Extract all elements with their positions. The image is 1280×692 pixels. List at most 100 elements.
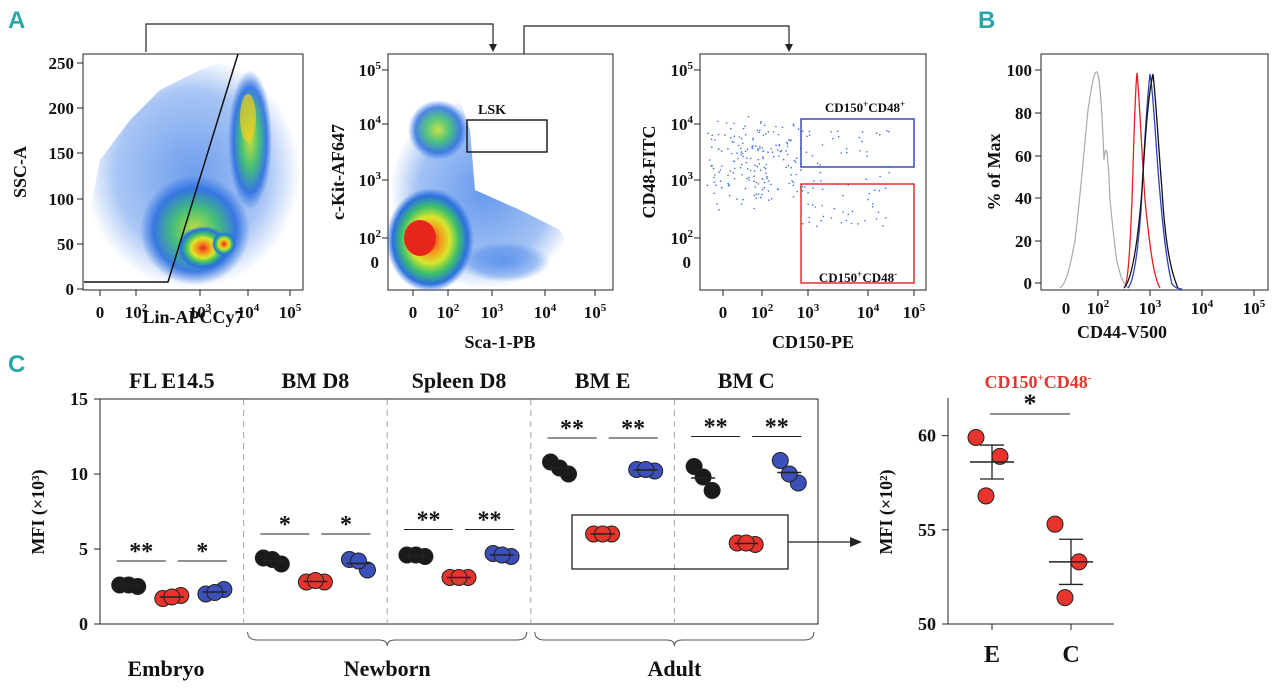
p3-event (707, 132, 709, 135)
p3-event (770, 148, 772, 150)
p3-event (741, 174, 743, 176)
sig-label: * (340, 512, 352, 538)
p3-event (888, 130, 890, 133)
p3-event (877, 211, 880, 214)
p2-ytick-4: 104 (359, 114, 382, 134)
p3-event (786, 145, 789, 148)
group-title: FL E14.5 (129, 368, 215, 393)
p3-ytick-5: 105 (671, 60, 694, 80)
p3-event (763, 166, 766, 169)
p3-event (791, 180, 793, 182)
p3-event (864, 220, 866, 222)
sig-label: ** (560, 416, 584, 442)
p3-event (822, 215, 825, 218)
hist-xtick-3: 103 (1139, 298, 1162, 318)
p3-event (808, 134, 811, 137)
gate-blue-label-mid: CD48 (868, 100, 900, 115)
p3-ytick-2: 102 (671, 228, 694, 248)
p3-event (778, 155, 780, 157)
p3-event (868, 192, 871, 195)
p3-event (753, 207, 756, 210)
inset-dot-plot: 60 55 50 MFI (×10²) CD150+CD48- E C * (876, 372, 1114, 668)
p2-ytick-2: 102 (359, 228, 382, 248)
histogram-b: 100 80 60 40 20 0 0 102 103 104 105 CD44-V500 % o… (984, 53, 1269, 342)
p3-event (714, 174, 716, 176)
p3-event (757, 183, 760, 185)
p3-event (729, 136, 732, 139)
p3-event (742, 127, 745, 130)
point-black (263, 551, 281, 568)
p3-event (761, 193, 763, 196)
p3-event (786, 143, 789, 145)
p3-event (718, 171, 720, 173)
p3-event (780, 149, 783, 152)
p3-event (733, 122, 735, 125)
hist-xlabel: CD44-V500 (1077, 322, 1167, 342)
p3-event (781, 126, 784, 129)
p3-event (744, 134, 747, 136)
p3-event (717, 148, 720, 150)
p3-event (744, 125, 746, 128)
p3-event (832, 137, 834, 140)
p3-event (768, 199, 770, 201)
p3-event (767, 131, 770, 133)
p3-event (759, 122, 762, 124)
p3-x-axis: 0 102 103 104 105 (719, 290, 926, 322)
p3-event (777, 133, 780, 136)
flow-plot-1: 250 200 150 100 50 0 0 102 103 104 105 Lin-APCCy7… (10, 53, 304, 327)
sig-label: ** (416, 508, 440, 534)
p3-event (845, 219, 847, 222)
highlight-arrow-head (850, 537, 862, 547)
p3-event (807, 203, 809, 206)
lineage-gate (84, 53, 239, 283)
p3-event (821, 188, 824, 191)
p3-event (752, 145, 754, 147)
p1-xtick-3: 103 (189, 302, 212, 322)
hist-ytick-80: 80 (1015, 104, 1032, 123)
p3-xtick-3: 103 (797, 302, 820, 322)
p3-event (875, 132, 878, 134)
p3-event (756, 165, 759, 168)
p3-event (710, 165, 712, 167)
p3-event (805, 151, 808, 153)
p2-xlabel: Sca-1-PB (465, 332, 536, 352)
gate-cd150pos-cd48neg (800, 183, 915, 284)
p2-y-axis: 0 102 103 104 105 (359, 60, 388, 272)
p3-event (752, 137, 755, 140)
p1-xtick-4: 104 (237, 302, 260, 322)
p3-event (808, 130, 811, 133)
p3-event (753, 170, 756, 172)
p3-event (727, 182, 729, 185)
p3-event (793, 125, 795, 127)
point-black (703, 482, 721, 499)
hist-y-axis: 100 80 60 40 20 0 (1007, 61, 1041, 293)
p3-event (742, 142, 744, 145)
p3-event (866, 155, 868, 157)
hist-black (1123, 73, 1179, 289)
p3-event (732, 172, 734, 174)
p3-event (713, 176, 715, 179)
p3-event (762, 157, 765, 160)
gate-blue-label-sup2: + (900, 99, 905, 109)
p3-event (788, 182, 790, 185)
p3-event (763, 186, 766, 189)
sig-label: ** (704, 415, 728, 441)
p3-event (727, 184, 730, 186)
p3-event (886, 130, 888, 132)
p3-event (830, 131, 833, 133)
p1-ytick-100: 100 (49, 190, 75, 209)
p3-event (737, 144, 740, 147)
p3-event (763, 124, 766, 127)
p3-event (761, 178, 763, 180)
p3-event (761, 147, 764, 149)
gate-blue-label: CD150+CD48+ (825, 99, 905, 115)
p3-y-axis: 0 102 103 104 105 (671, 60, 700, 272)
hist-ytick-0: 0 (1024, 274, 1033, 293)
gate-red-label-sup2: - (894, 269, 897, 279)
p3-event (801, 130, 804, 132)
inset-ytick-60: 60 (918, 426, 936, 446)
